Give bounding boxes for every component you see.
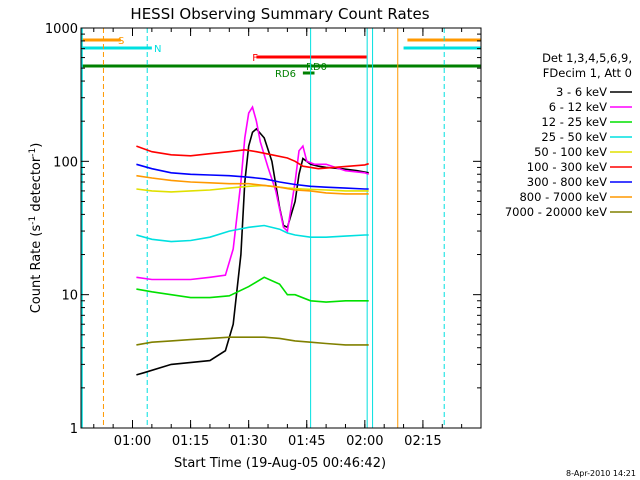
flag-label: RD0 bbox=[306, 62, 327, 73]
flag-label: F bbox=[252, 53, 258, 64]
y-tick-label: 10 bbox=[61, 289, 78, 304]
series-line bbox=[136, 224, 369, 243]
legend-label: 50 - 100 keV bbox=[534, 145, 607, 159]
x-tick-label: 02:15 bbox=[404, 434, 441, 449]
legend-label: 25 - 50 keV bbox=[541, 130, 607, 144]
x-tick-label: 01:00 bbox=[114, 434, 151, 449]
legend-label: 300 - 800 keV bbox=[527, 175, 607, 189]
y-tick-label: 100 bbox=[53, 155, 78, 170]
y-axis-label: Count Rate (s-1 detector-1) bbox=[28, 143, 44, 314]
series-line bbox=[136, 174, 369, 195]
series-line bbox=[136, 105, 369, 281]
legend-title-line-2: FDecim 1, Att 0 bbox=[543, 66, 632, 80]
series-line bbox=[136, 336, 369, 346]
x-tick-label: 01:15 bbox=[172, 434, 209, 449]
x-tick-label: 02:00 bbox=[346, 434, 383, 449]
plot-frame bbox=[80, 27, 482, 429]
x-axis-ticks: 01:00 01:15 01:30 01:45 02:00 02:15 bbox=[93, 28, 482, 449]
x-tick-label: 01:45 bbox=[288, 434, 325, 449]
flag-label: RD6 bbox=[275, 69, 296, 80]
legend-label: 800 - 7000 keV bbox=[519, 190, 607, 204]
legend-title-line-1: Det 1,3,4,5,6,9, bbox=[542, 51, 632, 65]
y-tick-label: 1 bbox=[70, 422, 78, 437]
series-line bbox=[136, 145, 369, 170]
series-lines bbox=[136, 105, 369, 376]
y-axis-ticks: 1 10 100 1000 bbox=[45, 22, 481, 437]
x-tick-label: 01:30 bbox=[230, 434, 267, 449]
legend-label: 6 - 12 keV bbox=[549, 100, 607, 114]
flag-label: S bbox=[118, 36, 124, 47]
series-line bbox=[136, 276, 369, 303]
legend-label: 3 - 6 keV bbox=[556, 85, 607, 99]
footer-stamp: 8-Apr-2010 14:21 bbox=[566, 469, 636, 478]
chart-title: HESSI Observing Summary Count Rates bbox=[130, 5, 429, 23]
x-axis-label: Start Time (19-Aug-05 00:46:42) bbox=[174, 456, 386, 471]
flag-label: N bbox=[154, 44, 161, 55]
legend-label: 100 - 300 keV bbox=[527, 160, 607, 174]
legend-label: 7000 - 20000 keV bbox=[505, 205, 607, 219]
series-line bbox=[136, 163, 369, 190]
attenuator-markers bbox=[81, 28, 445, 428]
y-tick-label: 1000 bbox=[45, 22, 78, 37]
legend-label: 12 - 25 keV bbox=[541, 115, 607, 129]
series-line bbox=[136, 127, 369, 376]
